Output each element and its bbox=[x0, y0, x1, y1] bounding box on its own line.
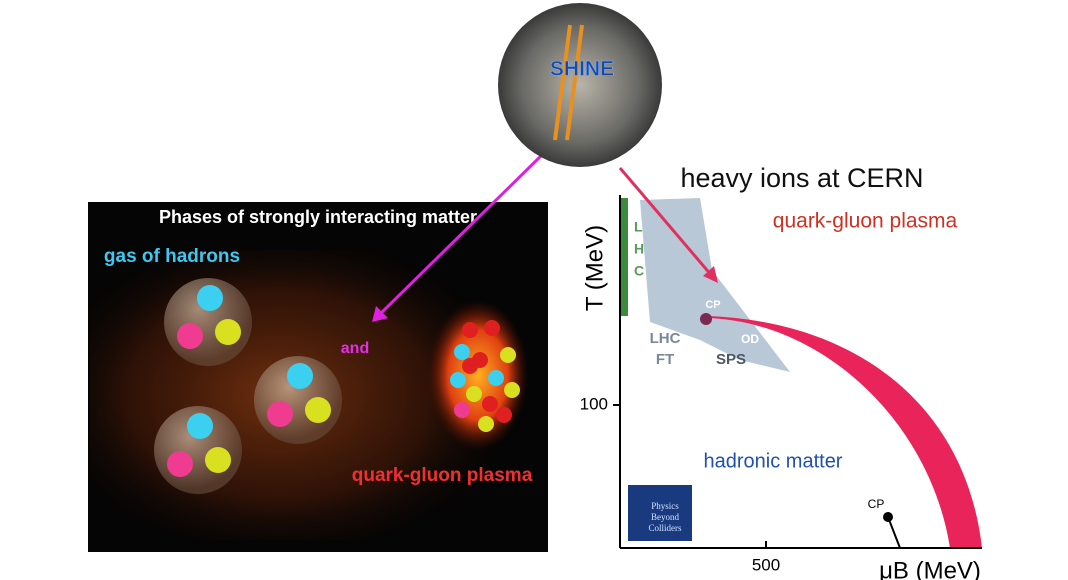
hadronic-label: hadronic matter bbox=[704, 450, 843, 472]
quark bbox=[454, 344, 470, 360]
quark bbox=[267, 401, 293, 427]
quark bbox=[478, 416, 494, 432]
logo-text: SHINE bbox=[550, 58, 614, 81]
quark bbox=[462, 322, 478, 338]
quark bbox=[496, 407, 512, 423]
x-axis-label: μB (MeV) bbox=[879, 557, 981, 580]
critical-point bbox=[883, 512, 893, 522]
lhc-letter: L bbox=[634, 219, 643, 235]
quark bbox=[482, 396, 498, 412]
qgp-label: quark-gluon plasma bbox=[773, 210, 958, 233]
x-tick-label: 500 bbox=[752, 555, 780, 574]
quark bbox=[450, 372, 466, 388]
pbc-text: Physics bbox=[651, 501, 679, 511]
y-axis-label: T (MeV) bbox=[581, 225, 608, 311]
logo-stroke bbox=[553, 24, 572, 141]
pbc-logo bbox=[628, 485, 692, 541]
gas-label: gas of hadrons bbox=[104, 246, 240, 267]
lhc-ft-label: FT bbox=[656, 351, 674, 368]
panel-title: Phases of strongly interacting matter bbox=[159, 207, 477, 227]
quark bbox=[167, 451, 193, 477]
quark bbox=[488, 370, 504, 386]
qgp-label: quark-gluon plasma bbox=[352, 465, 533, 486]
and-label: and bbox=[341, 340, 369, 357]
quarks bbox=[450, 320, 520, 432]
arrow bbox=[618, 167, 714, 277]
pbc-text: Beyond bbox=[651, 512, 679, 522]
quark bbox=[454, 402, 470, 418]
arrowhead bbox=[372, 306, 388, 322]
lhc-letter: H bbox=[634, 241, 644, 257]
quark bbox=[177, 323, 203, 349]
od-label: OD bbox=[741, 332, 759, 346]
quark bbox=[462, 358, 478, 374]
lhc-letter: C bbox=[634, 263, 644, 279]
qgp-band bbox=[705, 316, 982, 548]
cp-label: CP bbox=[705, 299, 720, 311]
sps-label: SPS bbox=[716, 351, 746, 368]
phase-diagram: heavy ions at CERN L H C CP LHC FT OD SP… bbox=[580, 163, 982, 580]
pbc-text: Colliders bbox=[649, 523, 682, 533]
quark bbox=[504, 382, 520, 398]
hadrons bbox=[154, 278, 342, 494]
arrowhead bbox=[703, 266, 718, 283]
cp-label: CP bbox=[868, 497, 885, 511]
quark bbox=[215, 319, 241, 345]
arrow bbox=[376, 150, 547, 318]
diagram-title: heavy ions at CERN bbox=[680, 163, 923, 193]
quark bbox=[500, 347, 516, 363]
shine-logo: SHINE bbox=[498, 3, 662, 167]
lhc-bar bbox=[620, 198, 628, 316]
quark bbox=[484, 320, 500, 336]
lhc-ft-label: LHC bbox=[650, 330, 681, 347]
quark bbox=[466, 386, 482, 402]
logo-stroke bbox=[565, 24, 584, 141]
left-panel: Phases of strongly interacting matter ga… bbox=[88, 202, 548, 552]
quark bbox=[187, 413, 213, 439]
cp-stem bbox=[887, 516, 901, 549]
y-tick-label: 100 bbox=[580, 394, 608, 413]
sps-region bbox=[640, 198, 790, 372]
quark bbox=[287, 363, 313, 389]
quark bbox=[305, 397, 331, 423]
critical-point bbox=[700, 313, 712, 325]
quark bbox=[197, 285, 223, 311]
quark bbox=[205, 447, 231, 473]
qgp-blob bbox=[428, 300, 528, 450]
logo-photo bbox=[498, 3, 662, 167]
